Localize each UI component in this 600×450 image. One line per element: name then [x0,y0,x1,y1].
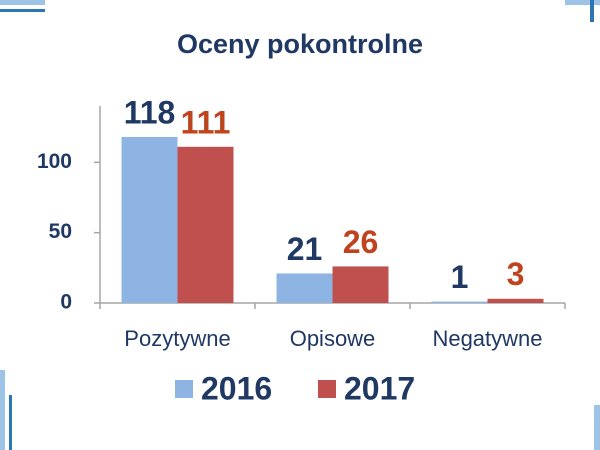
bar [276,273,333,303]
bar [487,298,544,303]
value-label: 118 [124,94,176,130]
y-tick-label: 50 [49,220,72,243]
value-label: 21 [287,231,323,267]
bar [177,146,234,303]
decoration [590,0,594,22]
bar [332,266,389,303]
legend-swatch [318,380,336,398]
legend-swatch [175,380,193,398]
bar [121,136,178,303]
x-tick-label: Opisowe [290,326,376,351]
decoration [594,405,600,450]
x-tick-label: Pozytywne [124,326,230,351]
decoration [565,0,600,5]
value-label: 26 [343,224,379,260]
chart-title: Oceny pokontrolne [177,29,423,59]
legend-label: 2016 [201,370,272,406]
decoration [0,9,45,12]
value-label: 3 [507,256,525,292]
y-tick-label: 100 [37,150,72,173]
decoration [0,370,5,450]
bar [431,301,488,303]
decoration [0,0,45,5]
y-tick-label: 0 [60,291,72,314]
legend-label: 2017 [344,370,415,406]
decoration [9,395,12,450]
x-tick-label: Negatywne [432,326,542,351]
value-label: 1 [451,259,469,295]
value-label: 111 [181,104,231,140]
